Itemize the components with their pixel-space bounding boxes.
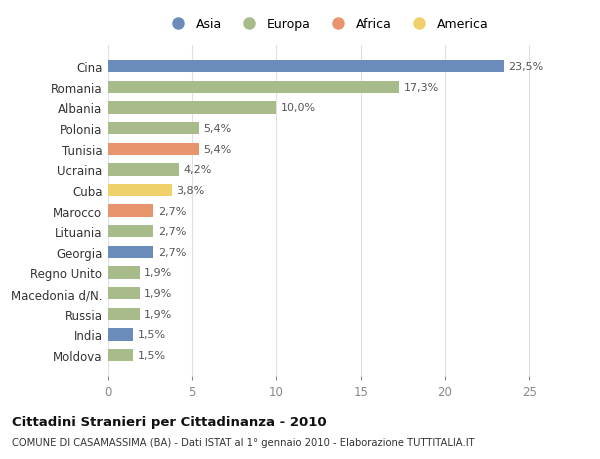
Text: 5,4%: 5,4% xyxy=(203,124,232,134)
Text: 1,9%: 1,9% xyxy=(144,268,172,278)
Text: 23,5%: 23,5% xyxy=(508,62,544,72)
Text: COMUNE DI CASAMASSIMA (BA) - Dati ISTAT al 1° gennaio 2010 - Elaborazione TUTTIT: COMUNE DI CASAMASSIMA (BA) - Dati ISTAT … xyxy=(12,437,475,447)
Legend: Asia, Europa, Africa, America: Asia, Europa, Africa, America xyxy=(163,16,491,34)
Bar xyxy=(108,205,154,217)
Bar xyxy=(108,225,154,238)
Text: 4,2%: 4,2% xyxy=(183,165,211,175)
Bar xyxy=(108,143,199,156)
Text: 2,7%: 2,7% xyxy=(158,206,186,216)
Bar xyxy=(108,164,179,176)
Bar xyxy=(108,287,140,300)
Text: 1,9%: 1,9% xyxy=(144,288,172,298)
Text: 5,4%: 5,4% xyxy=(203,145,232,154)
Bar xyxy=(108,329,133,341)
Bar xyxy=(108,349,133,361)
Text: 1,5%: 1,5% xyxy=(137,350,166,360)
Text: Cittadini Stranieri per Cittadinanza - 2010: Cittadini Stranieri per Cittadinanza - 2… xyxy=(12,415,326,428)
Text: 1,9%: 1,9% xyxy=(144,309,172,319)
Text: 3,8%: 3,8% xyxy=(176,185,205,196)
Bar xyxy=(108,102,277,114)
Text: 17,3%: 17,3% xyxy=(404,83,439,93)
Bar xyxy=(108,308,140,320)
Bar xyxy=(108,267,140,279)
Text: 2,7%: 2,7% xyxy=(158,247,186,257)
Bar xyxy=(108,82,400,94)
Text: 1,5%: 1,5% xyxy=(137,330,166,340)
Text: 2,7%: 2,7% xyxy=(158,227,186,237)
Bar xyxy=(108,246,154,258)
Bar xyxy=(108,61,504,73)
Text: 10,0%: 10,0% xyxy=(281,103,316,113)
Bar xyxy=(108,185,172,197)
Bar xyxy=(108,123,199,135)
